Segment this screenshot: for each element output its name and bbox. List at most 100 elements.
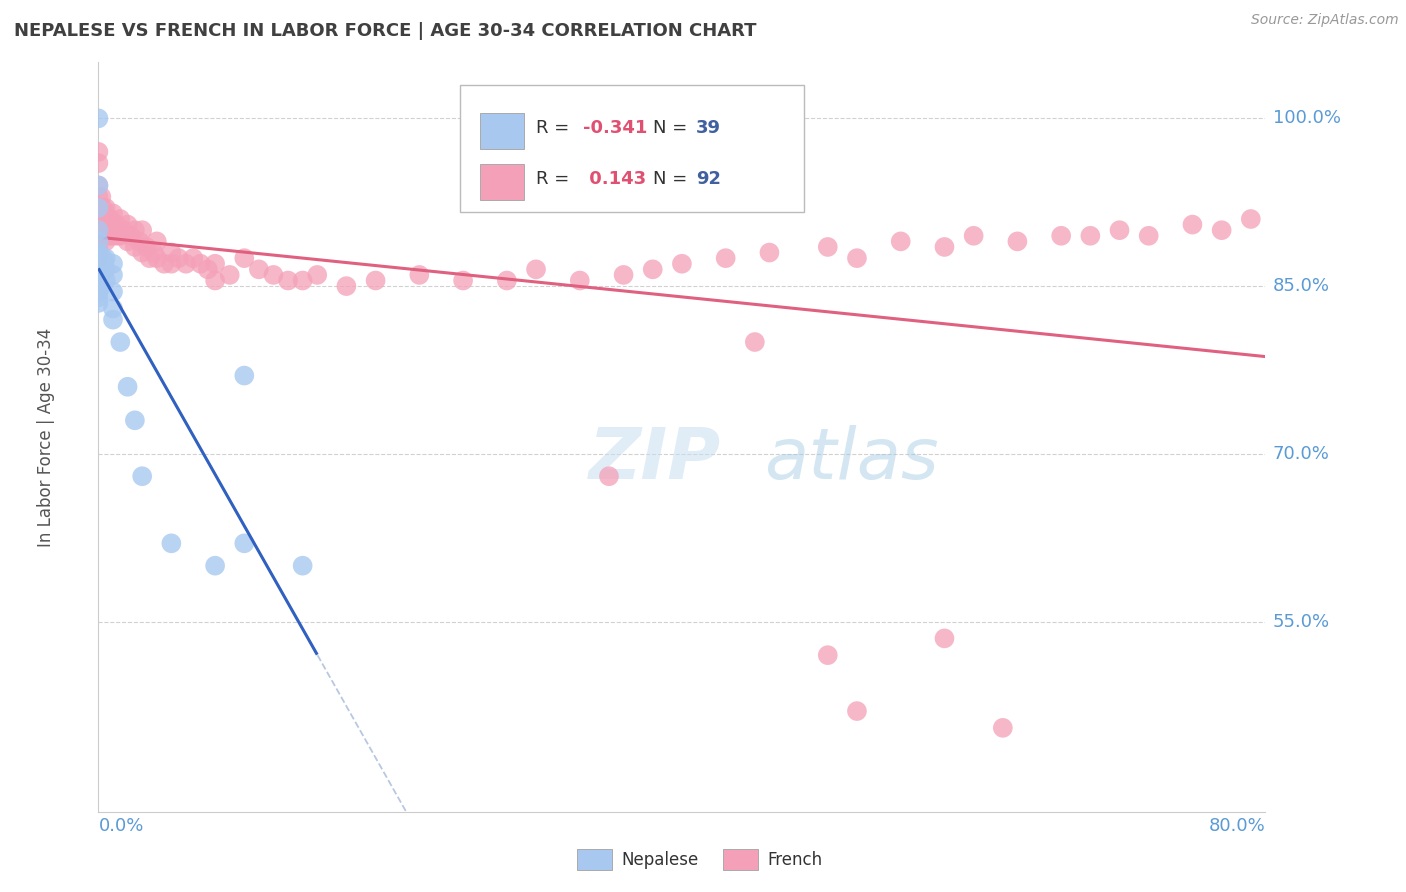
Point <box>87 156 110 170</box>
Point <box>90 206 112 220</box>
Text: In Labor Force | Age 30-34: In Labor Force | Age 30-34 <box>37 327 55 547</box>
Point <box>87 228 110 243</box>
Point <box>91 262 114 277</box>
Point <box>94 235 117 249</box>
Point <box>94 212 117 227</box>
Point <box>364 273 387 287</box>
Point <box>962 228 984 243</box>
Text: N =: N = <box>652 169 693 187</box>
Point <box>96 218 118 232</box>
Point <box>612 268 634 282</box>
Point <box>101 268 124 282</box>
Point <box>160 257 183 271</box>
Point <box>568 273 591 287</box>
Text: R =: R = <box>536 120 575 137</box>
Bar <box>479 163 524 200</box>
Point <box>87 257 110 271</box>
Point <box>1007 235 1029 249</box>
Text: ZIP: ZIP <box>589 425 721 494</box>
Text: 0.0%: 0.0% <box>98 817 143 835</box>
Point <box>307 268 329 282</box>
Text: 70.0%: 70.0% <box>1272 445 1330 463</box>
Point <box>105 228 128 243</box>
Text: 80.0%: 80.0% <box>1209 817 1265 835</box>
Point <box>87 223 110 237</box>
Point <box>101 257 124 271</box>
Point <box>87 240 110 254</box>
Point <box>204 273 226 287</box>
Point <box>110 212 132 227</box>
Point <box>112 223 135 237</box>
Point <box>1181 218 1204 232</box>
Point <box>991 721 1014 735</box>
Point <box>94 251 117 265</box>
Point <box>160 536 183 550</box>
Text: 100.0%: 100.0% <box>1272 110 1341 128</box>
Point <box>93 257 115 271</box>
Point <box>174 257 197 271</box>
Point <box>101 218 124 232</box>
Point <box>87 178 110 193</box>
Point <box>190 257 212 271</box>
Point <box>87 279 110 293</box>
Point <box>87 235 110 249</box>
Point <box>204 558 226 573</box>
Point <box>197 262 219 277</box>
Point <box>817 648 839 662</box>
Point <box>110 228 132 243</box>
Point <box>131 223 153 237</box>
Point <box>142 245 165 260</box>
Text: Nepalese: Nepalese <box>621 851 699 869</box>
Point <box>101 312 124 326</box>
Point <box>524 262 547 277</box>
Point <box>94 201 117 215</box>
Point <box>97 223 120 237</box>
Point <box>87 189 110 203</box>
Point <box>101 206 124 220</box>
Point <box>846 251 869 265</box>
Point <box>87 201 110 215</box>
Text: NEPALESE VS FRENCH IN LABOR FORCE | AGE 30-34 CORRELATION CHART: NEPALESE VS FRENCH IN LABOR FORCE | AGE … <box>14 22 756 40</box>
Point <box>335 279 357 293</box>
Point <box>87 285 110 299</box>
Point <box>90 251 112 265</box>
Point <box>87 178 110 193</box>
Point <box>87 262 110 277</box>
Bar <box>723 849 758 871</box>
Point <box>204 257 226 271</box>
Point <box>233 368 256 383</box>
Point <box>1080 228 1102 243</box>
Text: 85.0%: 85.0% <box>1272 277 1330 295</box>
Point <box>90 257 112 271</box>
Point <box>131 469 153 483</box>
Point <box>87 212 110 227</box>
Point <box>131 245 153 260</box>
Point <box>1137 228 1160 243</box>
Text: 92: 92 <box>696 169 721 187</box>
Point <box>181 251 204 265</box>
Point <box>146 235 169 249</box>
Point <box>714 251 737 265</box>
Point <box>87 273 110 287</box>
Point <box>277 273 299 287</box>
Text: 39: 39 <box>696 120 721 137</box>
Point <box>671 257 693 271</box>
Point <box>153 257 176 271</box>
Text: 0.143: 0.143 <box>582 169 645 187</box>
Text: N =: N = <box>652 120 693 137</box>
Text: French: French <box>768 851 823 869</box>
Point <box>124 413 146 427</box>
Point <box>93 212 115 227</box>
Point <box>117 218 139 232</box>
Point <box>101 285 124 299</box>
Point <box>98 212 121 227</box>
Point <box>90 268 112 282</box>
Point <box>94 262 117 277</box>
Point <box>87 296 110 310</box>
Point <box>87 251 110 265</box>
Point <box>87 223 110 237</box>
Point <box>1211 223 1233 237</box>
Point <box>128 235 150 249</box>
Point <box>101 301 124 316</box>
Point <box>135 240 157 254</box>
